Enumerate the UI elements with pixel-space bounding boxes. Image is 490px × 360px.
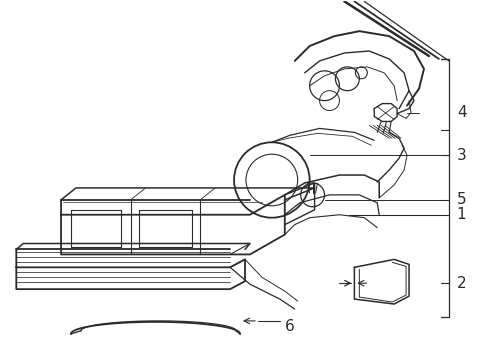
Text: 6: 6 [285,319,294,334]
Text: 5: 5 [457,192,466,207]
Text: 2: 2 [457,276,466,291]
Text: 1: 1 [457,207,466,222]
Text: 4: 4 [457,105,466,120]
Text: 3: 3 [457,148,466,163]
